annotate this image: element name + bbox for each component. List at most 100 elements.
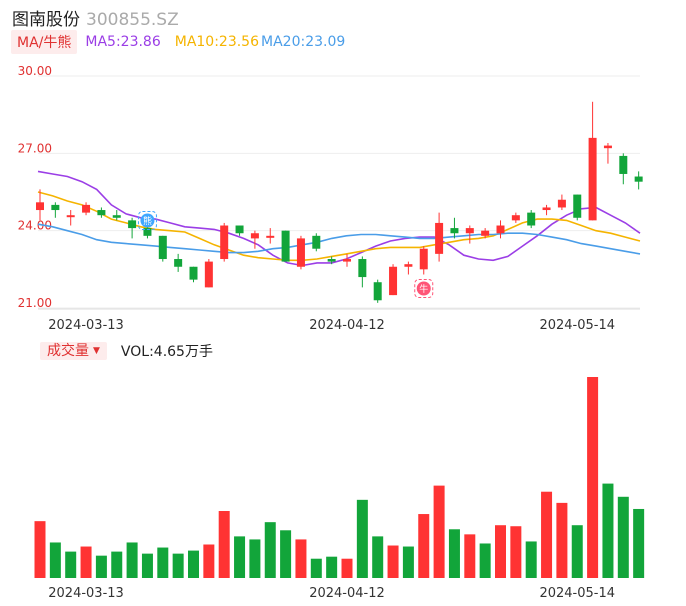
candle-body (511, 215, 520, 221)
x-tick-label: 2024-05-14 (539, 586, 615, 601)
candle-body (281, 230, 290, 262)
candle-body (358, 259, 367, 278)
volume-bar (418, 514, 430, 578)
volume-value: VOL:4.65万手 (120, 344, 213, 360)
stock-name: 图南股份 (12, 10, 80, 30)
candle-body (97, 210, 106, 216)
volume-bar (295, 539, 307, 578)
candle-body (158, 235, 167, 260)
volume-bar (65, 551, 77, 578)
bear-icon (140, 213, 155, 228)
candle-body (266, 235, 275, 238)
volume-bar (541, 491, 553, 578)
bull-icon-label: 牛 (419, 283, 428, 295)
ma-legend: MA/牛熊 MA5:23.86 MA10:23.56 MA20:23.09 (11, 30, 345, 54)
volume-bar (141, 553, 153, 578)
candle-body (112, 215, 121, 218)
candle-body (66, 215, 75, 218)
ma20-label: MA20:23.09 (261, 34, 346, 50)
candle-body (220, 225, 229, 260)
candle-body (619, 155, 628, 174)
x-tick-label: 2024-05-14 (539, 318, 615, 333)
volume-bar (372, 536, 384, 578)
volume-bar (218, 511, 230, 578)
candle-body (465, 228, 474, 234)
x-tick-label: 2024-04-12 (309, 586, 385, 601)
volume-bar (510, 526, 522, 578)
y-tick-label: 21.00 (18, 296, 52, 310)
candle-body (481, 230, 490, 236)
candle-body (603, 145, 612, 149)
volume-bar (433, 485, 445, 578)
ma5-label: MA5:23.86 (85, 34, 161, 50)
volume-bar (249, 539, 261, 578)
volume-bar (203, 544, 215, 578)
candle-body (312, 235, 321, 249)
candle-body (527, 212, 536, 226)
volume-bar (479, 543, 491, 578)
candle-body (189, 266, 198, 280)
volume-bar (34, 521, 46, 578)
stock-code: 300855.SZ (86, 10, 179, 30)
volume-bar (571, 525, 583, 578)
candle-body (373, 282, 382, 301)
bear-icon-frame (137, 211, 157, 231)
volume-bar (126, 542, 138, 578)
candle-body (389, 266, 398, 296)
bull-icon-frame (414, 278, 434, 298)
volume-bar (310, 558, 322, 578)
x-tick-label: 2024-03-13 (48, 586, 124, 601)
volume-bar (264, 522, 276, 578)
candle-body (496, 225, 505, 234)
y-tick-label: 30.00 (18, 64, 52, 78)
candle-body (634, 176, 643, 182)
volume-bar (111, 551, 123, 578)
volume-bar (602, 483, 614, 578)
candle-body (143, 228, 152, 236)
candle-body (404, 264, 413, 267)
candle-body (343, 259, 351, 262)
candle-body (51, 204, 60, 211)
y-tick-label: 27.00 (18, 141, 52, 155)
volume-bar (402, 546, 414, 578)
candle-body (419, 248, 428, 270)
candle-body (573, 194, 582, 218)
x-tick-label: 2024-04-12 (309, 318, 385, 333)
volume-bar (633, 508, 645, 578)
volume-bar (495, 525, 506, 578)
candle-body (435, 222, 444, 254)
volume-bar (387, 545, 399, 578)
volume-bar (234, 536, 246, 578)
candle-body (296, 238, 305, 267)
volume-bar (157, 547, 169, 578)
volume-bar (587, 377, 599, 578)
volume-bar (188, 550, 199, 578)
x-tick-label: 2024-03-13 (48, 318, 124, 333)
candle-body (542, 207, 551, 211)
candle-body (235, 225, 244, 234)
dropdown-triangle-icon: ▼ (93, 346, 100, 356)
volume-bar (80, 546, 92, 578)
volume-bar (326, 556, 338, 578)
candle-body (327, 259, 336, 262)
volume-bar (49, 542, 61, 578)
candle-body (204, 261, 213, 288)
ma-indicator-tab[interactable]: MA/牛熊 (11, 30, 78, 54)
volume-bar (525, 541, 537, 578)
volume-bar (280, 530, 292, 578)
volume-legend: 成交量 ▼ VOL:4.65万手 (40, 342, 213, 360)
candle-body (557, 199, 566, 208)
candle-body (450, 228, 459, 234)
volume-bar (556, 502, 568, 578)
volume-indicator-tab[interactable]: 成交量 ▼ (40, 342, 107, 360)
volume-tab-label: 成交量 (47, 343, 89, 359)
volume-bar (356, 499, 368, 578)
stock-title: 图南股份 300855.SZ (12, 5, 179, 30)
bear-icon-label: 熊 (143, 215, 152, 227)
candle-body (36, 202, 44, 211)
volume-bar (341, 558, 353, 578)
ma10-label: MA10:23.56 (174, 34, 260, 50)
candle-body (174, 259, 183, 267)
candle-body (82, 204, 91, 213)
